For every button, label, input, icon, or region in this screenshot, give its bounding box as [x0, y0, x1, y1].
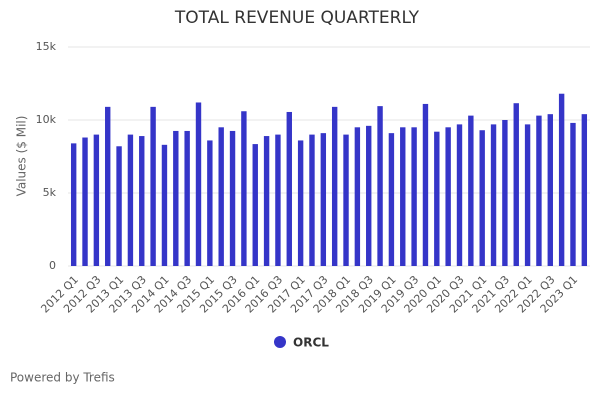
- bar: [581, 114, 588, 266]
- y-axis-label: Values ($ Mil): [15, 116, 29, 197]
- bar: [513, 103, 519, 267]
- bar: [547, 114, 553, 266]
- bar: [229, 130, 236, 266]
- bar: [218, 127, 224, 266]
- bar: [388, 133, 395, 266]
- bar: [139, 136, 145, 266]
- bar: [173, 130, 179, 266]
- footer: Powered by Trefis: [10, 371, 115, 385]
- bar: [377, 106, 383, 266]
- bar: [343, 134, 349, 266]
- bar: [184, 130, 190, 266]
- bar: [150, 106, 156, 266]
- bar: [241, 111, 247, 267]
- y-tick-label: 0: [49, 259, 56, 272]
- bar: [70, 143, 77, 266]
- bar: [558, 93, 565, 266]
- bar: [195, 102, 202, 266]
- bar: [127, 134, 134, 266]
- bar: [354, 127, 361, 266]
- bar: [536, 115, 542, 267]
- bar: [207, 140, 213, 266]
- bar: [297, 140, 304, 266]
- bar: [263, 136, 270, 266]
- legend-marker: [274, 336, 286, 348]
- bar: [331, 106, 338, 266]
- bar: [105, 106, 111, 266]
- bar: [570, 122, 576, 266]
- y-tick-label: 10k: [36, 113, 57, 126]
- bar: [161, 144, 168, 266]
- bar: [82, 137, 88, 266]
- bar: [490, 124, 497, 266]
- bar: [275, 134, 281, 266]
- y-tick-label: 5k: [43, 186, 57, 199]
- bar: [445, 127, 451, 266]
- bar: [286, 111, 292, 266]
- bar: [524, 124, 531, 266]
- bar: [456, 124, 463, 266]
- bar: [434, 131, 440, 266]
- y-tick-label: 15k: [36, 40, 57, 53]
- bar: [400, 127, 406, 266]
- bar: [411, 127, 417, 266]
- bar: [252, 144, 258, 266]
- bar: [309, 134, 315, 266]
- bar: [502, 120, 508, 266]
- bar: [422, 103, 429, 266]
- bar: [93, 134, 100, 266]
- bar: [468, 115, 474, 267]
- legend-label: ORCL: [293, 336, 329, 350]
- chart-title: TOTAL REVENUE QUARTERLY: [174, 8, 420, 28]
- bar: [320, 133, 327, 266]
- bar: [366, 125, 372, 266]
- bar: [116, 146, 122, 266]
- bar: [479, 130, 485, 266]
